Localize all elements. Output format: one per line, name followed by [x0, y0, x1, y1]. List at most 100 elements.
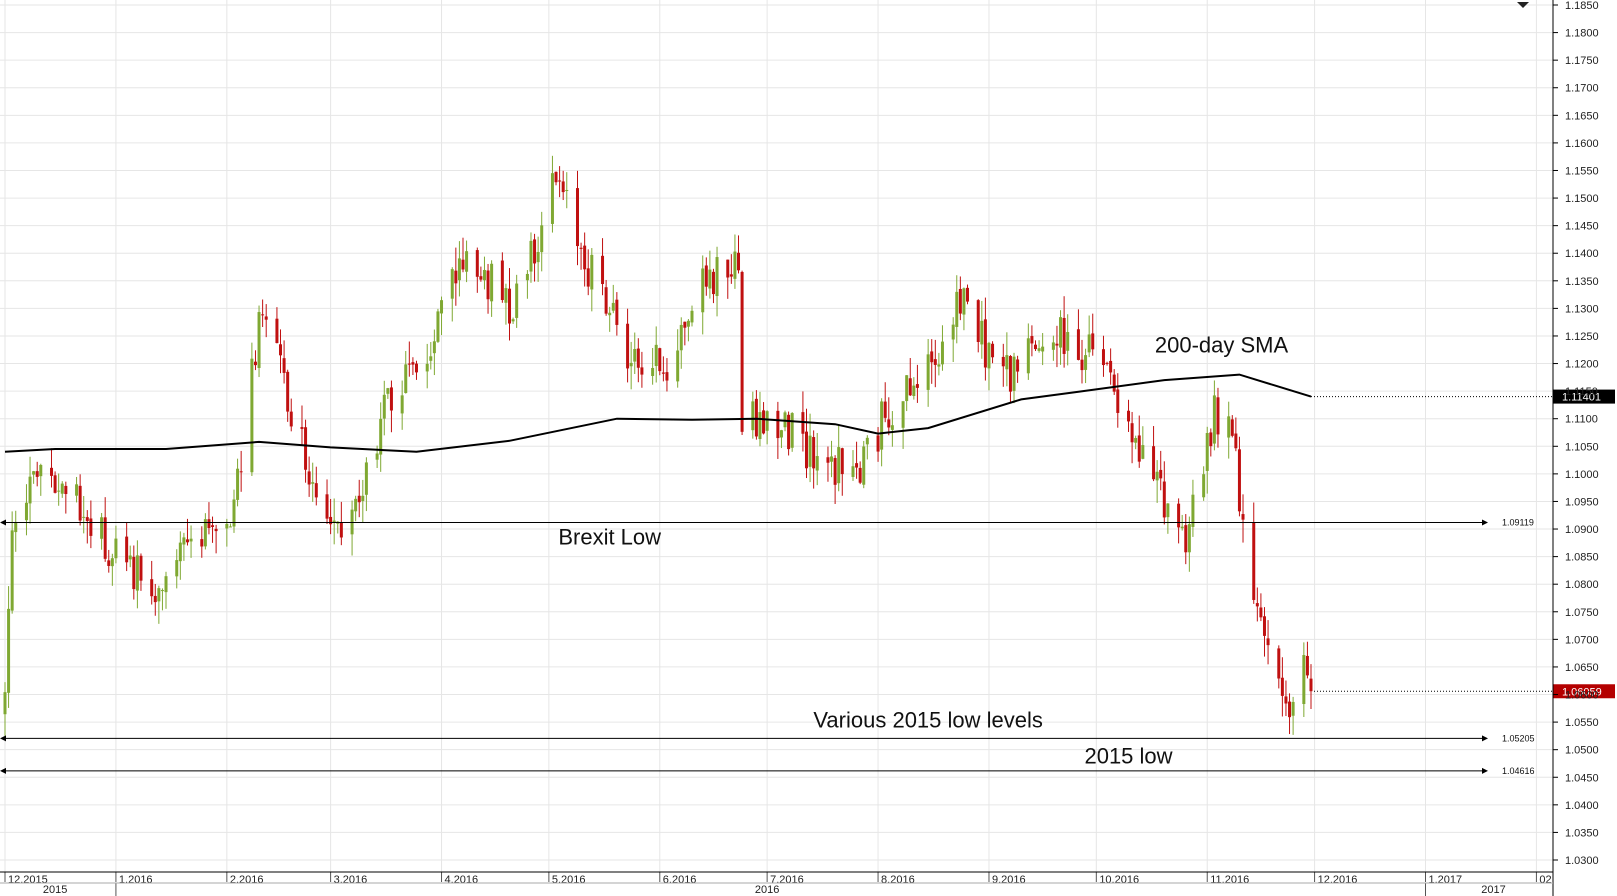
- candle-body: [658, 348, 662, 372]
- xtick-label: 12.2015: [8, 874, 48, 886]
- candle-body: [812, 437, 816, 469]
- candle-body: [32, 471, 36, 475]
- candle-body: [865, 437, 869, 445]
- candle-body: [833, 458, 837, 485]
- ytick-label: 1.1650: [1565, 110, 1599, 122]
- candle-body: [511, 319, 515, 322]
- candle-body: [940, 341, 944, 365]
- candle-body: [901, 401, 905, 428]
- candle-body: [962, 288, 966, 315]
- ytick-label: 1.1250: [1565, 331, 1599, 343]
- candle-body: [450, 269, 454, 299]
- xtick-label: 3.2016: [334, 874, 368, 886]
- 2015-low-annotation: 2015 low: [1084, 743, 1172, 768]
- candle-body: [601, 255, 605, 285]
- ytick-label: 1.1350: [1565, 276, 1599, 288]
- candle-body: [85, 517, 89, 521]
- candle-body: [1255, 603, 1259, 607]
- candle-body: [425, 363, 429, 372]
- candle-body: [185, 539, 189, 543]
- candle-body: [404, 364, 408, 394]
- candle-body: [1109, 360, 1113, 373]
- candle-body: [840, 448, 844, 475]
- candle-body: [1005, 355, 1009, 370]
- candle-body: [153, 595, 157, 603]
- candle-body: [357, 495, 361, 503]
- candle-body: [540, 225, 544, 253]
- candle-body: [75, 484, 79, 496]
- ytick-label: 1.0400: [1565, 800, 1599, 812]
- level-label-brexit: 1.09119: [1502, 517, 1534, 527]
- candle-body: [228, 526, 232, 528]
- ytick-label: 1.1550: [1565, 165, 1599, 177]
- candle-body: [862, 446, 866, 485]
- candle-body: [951, 324, 955, 340]
- candle-body: [1180, 526, 1184, 529]
- candle-body: [1041, 346, 1045, 352]
- candle-body: [211, 525, 215, 527]
- candle-body: [640, 367, 644, 375]
- candle-body: [39, 464, 43, 477]
- candle-body: [1091, 333, 1095, 350]
- candle-body: [1001, 356, 1005, 367]
- ytick-label: 1.0450: [1565, 772, 1599, 784]
- badge-label-last-price: 1.06059: [1562, 686, 1602, 698]
- candle-body: [1241, 514, 1245, 520]
- chevron-down-icon[interactable]: [1517, 2, 1529, 8]
- candle-body: [1309, 678, 1313, 692]
- candle-body: [257, 312, 261, 369]
- candle-body: [529, 240, 533, 272]
- candle-body: [1062, 317, 1066, 354]
- candle-body: [751, 401, 755, 431]
- candle-body: [382, 394, 386, 419]
- candle-body: [633, 348, 637, 362]
- candle-body: [690, 310, 694, 323]
- candle-body: [82, 516, 86, 518]
- candle-body: [983, 319, 987, 368]
- candle-body: [10, 530, 14, 611]
- candle-body: [78, 485, 82, 521]
- candle-body: [558, 180, 562, 182]
- candle-body: [536, 251, 540, 263]
- candle-body: [1227, 416, 1231, 438]
- candle-body: [53, 475, 57, 493]
- candle-body: [1016, 359, 1020, 372]
- candle-body: [790, 413, 794, 448]
- candle-body: [135, 555, 139, 591]
- ytick-label: 1.1500: [1565, 193, 1599, 205]
- candle-body: [765, 411, 769, 431]
- candle-body: [286, 371, 290, 412]
- candle-body: [1184, 525, 1188, 553]
- candle-body: [991, 343, 995, 358]
- xtick-label: 12.2016: [1318, 874, 1358, 886]
- candle-body: [64, 485, 68, 495]
- candle-body: [289, 411, 293, 427]
- badge-label-sma-price: 1.11401: [1562, 392, 1601, 404]
- arrow-left-icon: [0, 735, 6, 742]
- xtick-label: 11.2016: [1210, 874, 1249, 886]
- candle-body: [1134, 438, 1138, 443]
- candle-body: [325, 494, 329, 519]
- candle-body: [1116, 389, 1120, 413]
- candle-body: [457, 258, 461, 281]
- candle-body: [307, 471, 311, 485]
- candle-body: [1055, 343, 1059, 346]
- candle-body: [608, 312, 612, 316]
- candle-body: [482, 269, 486, 281]
- candle-body: [1030, 336, 1034, 344]
- ytick-label: 1.1850: [1565, 0, 1599, 12]
- candle-body: [937, 364, 941, 367]
- sma-annotation: 200-day SMA: [1155, 333, 1289, 358]
- candle-body: [1033, 344, 1037, 350]
- candle-body: [1284, 696, 1288, 704]
- candle-body: [1177, 503, 1181, 528]
- candle-body: [375, 453, 379, 460]
- candle-body: [465, 251, 469, 272]
- badge-last-price: [1553, 684, 1615, 699]
- candle-body: [157, 588, 161, 602]
- xtick-label: 4.2016: [445, 874, 479, 886]
- candle-body: [1066, 332, 1070, 351]
- candle-body: [1130, 423, 1134, 443]
- candle-body: [282, 358, 286, 373]
- arrow-right-icon: [1482, 519, 1488, 526]
